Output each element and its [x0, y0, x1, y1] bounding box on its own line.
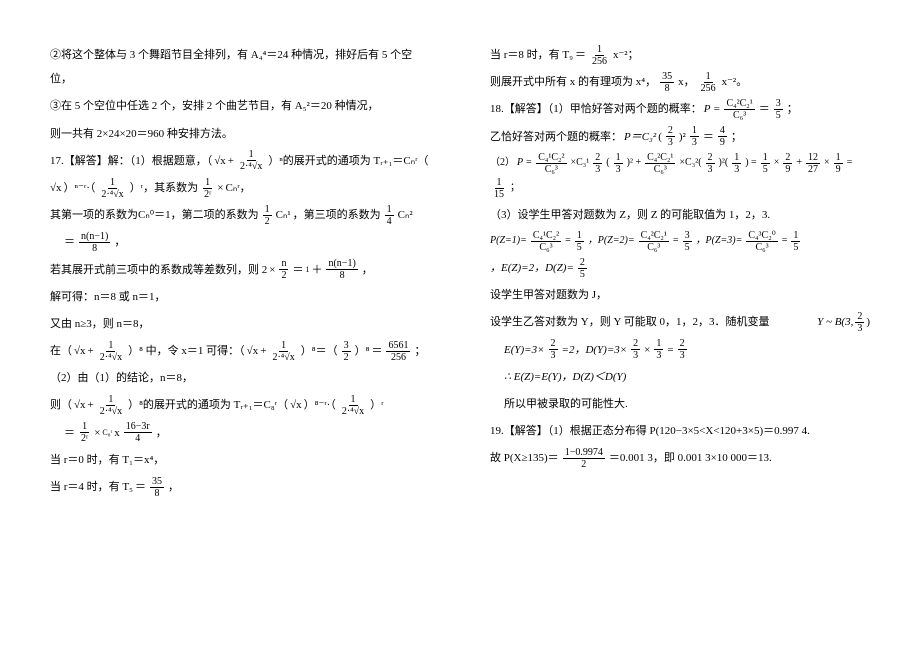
- text-line: ∴ E(Z)=E(Y)，D(Z)＜D(Y): [490, 365, 870, 389]
- right-column: 当 r＝8 时，有 T₉＝1256x⁻²； 则展开式中所有 x 的有理项为 x⁴…: [490, 40, 870, 502]
- math-line: 其第一项的系数为Cₙ⁰＝1，第二项的系数为12Cₙ¹，第三项的系数为14Cₙ²: [50, 203, 430, 227]
- text-line: ③在 5 个空位中任选 2 个，安排 2 个曲艺节目，有 A₅²＝20 种情况，: [50, 94, 430, 118]
- math-line: 当 r＝8 时，有 T₉＝1256x⁻²；: [490, 43, 870, 67]
- text-line: 又由 n≥3，则 n＝8，: [50, 312, 430, 336]
- math-line: （2）P =C₄¹C₂²C₆³×C₃¹23(13)² +C₄²C₂¹C₆³×C₃…: [490, 152, 870, 200]
- math-line: 故 P(X≥135)＝1−0.99742＝0.001 3，即 0.001 3×1…: [490, 446, 870, 470]
- math-line: 则（√x + 12·⁴√x）⁸的展开式的通项为 Tᵣ₊₁＝C₈ʳ（√x）⁸⁻ʳ·…: [50, 393, 430, 417]
- text-line: 则一共有 2×24×20＝960 种安排方法。: [50, 122, 430, 146]
- math-line: √x）ⁿ⁻ʳ·（12·⁴√x）ʳ，其系数为12ʳ×Cₙʳ，: [50, 176, 430, 200]
- text-line: ②将这个整体与 3 个舞蹈节目全排列，有 A₄⁴＝24 种情况，排好后有 5 个…: [50, 43, 430, 91]
- math-line: P(Z=1)=C₄¹C₂²C₆³=15，P(Z=2)=C₄²C₂¹C₆³=35，…: [490, 230, 870, 253]
- text-line: （2）由（1）的结论，n＝8，: [50, 366, 430, 390]
- math-line: 若其展开式前三项中的系数成等差数列，则 2×n2＝1＋n(n−1)8，: [50, 258, 430, 282]
- q19-line: 19.【解答】（1）根据正态分布得 P(120−3×5<X<120+3×5)＝0…: [490, 419, 870, 443]
- math-line: 设学生乙答对数为 Y，则 Y 可能取 0，1，2，3．随机变量Y ~ B(3,2…: [490, 310, 870, 334]
- math-line: ，E(Z)=2，D(Z)=25: [490, 256, 870, 280]
- text-line: 所以甲被录取的可能性大.: [490, 392, 870, 416]
- math-line: ＝n(n−1)8，: [50, 230, 430, 254]
- q17-line: 17.【解答】解：（1）根据题意，（√x + 12·⁴√x）ⁿ的展开式的通项为 …: [50, 149, 430, 173]
- math-line: ＝12ʳ×C₈ʳx16−3r4，: [50, 421, 430, 445]
- text-line: 当 r＝0 时，有 T₁＝x⁴，: [50, 448, 430, 472]
- text-line: 设学生甲答对题数为 J，: [490, 283, 870, 307]
- math-line: 当 r＝4 时，有 T₅＝358，: [50, 475, 430, 499]
- math-line: 乙恰好答对两个题的概率：P＝C₃²(23)²13＝49；: [490, 125, 870, 149]
- left-column: ②将这个整体与 3 个舞蹈节目全排列，有 A₄⁴＝24 种情况，排好后有 5 个…: [50, 40, 430, 502]
- math-line: 则展开式中所有 x 的有理项为 x⁴，358x，1256x⁻²。: [490, 70, 870, 94]
- q18-line: 18.【解答】（1）甲恰好答对两个题的概率：P =C₄²C₂¹C₆³＝35；: [490, 97, 870, 121]
- text-line: （3）设学生甲答对题数为 Z，则 Z 的可能取值为 1，2，3.: [490, 203, 870, 227]
- text-line: 解可得：n＝8 或 n＝1，: [50, 285, 430, 309]
- math-line: E(Y)=3×23=2，D(Y)=3×23×13=23: [490, 338, 870, 362]
- page-columns: ②将这个整体与 3 个舞蹈节目全排列，有 A₄⁴＝24 种情况，排好后有 5 个…: [50, 40, 870, 502]
- math-line: 在（√x + 12·⁴√x）⁸ 中，令 x＝1 可得：（√x + 12·⁴√x）…: [50, 339, 430, 363]
